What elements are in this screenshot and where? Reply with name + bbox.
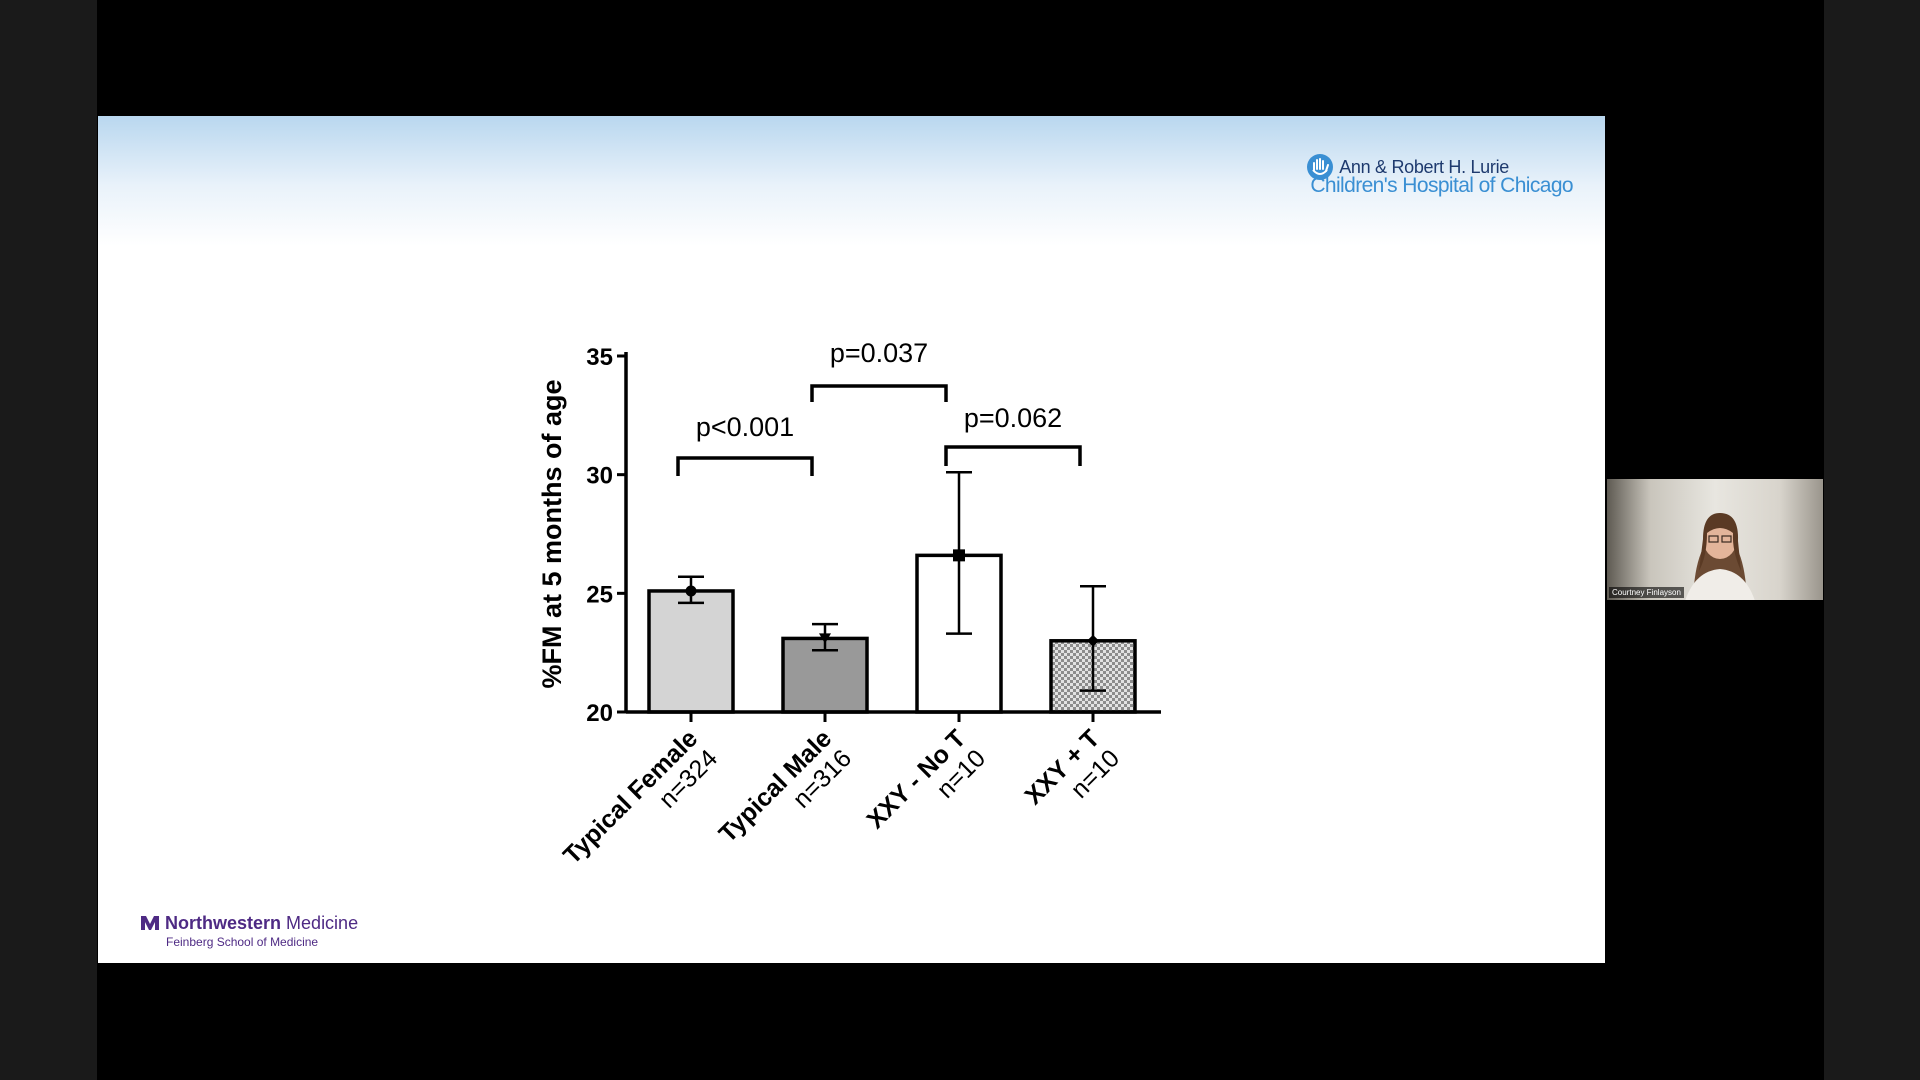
participant-video <box>1685 513 1755 600</box>
y-tick-label: 20 <box>586 700 613 727</box>
participant-name-label: Courtney Finlayson <box>1609 587 1684 598</box>
y-tick-label: 30 <box>586 463 613 490</box>
significance-bracket-0 <box>676 456 814 476</box>
left-border <box>0 0 97 1080</box>
significance-bracket-2 <box>944 445 1082 466</box>
p-value-label-1: p=0.037 <box>830 338 928 368</box>
lurie-childrens-logo: Ann & Robert H. Lurie Children's Hospita… <box>1273 142 1574 206</box>
category-label-3: XXY + Tn=10 <box>1019 724 1125 810</box>
bar-0 <box>647 589 735 714</box>
category-label-2: XXY - No Tn=10 <box>861 724 991 834</box>
nm-subline: Feinberg School of Medicine <box>166 935 319 949</box>
bar-chart: 20 25 30 35 %FM at 5 months of age Typical Fe… <box>537 338 1161 870</box>
right-border <box>1824 0 1920 1080</box>
mean-marker-0 <box>685 585 697 597</box>
northwestern-medicine-logo: Northwestern Medicine Feinberg School of… <box>140 913 400 953</box>
mean-marker-3 <box>1087 634 1099 647</box>
nm-brand-light: Medicine <box>286 913 359 933</box>
nm-brand-bold: Northwestern <box>165 913 282 933</box>
significance-bracket-1 <box>810 384 948 402</box>
y-tick-label: 35 <box>586 344 613 371</box>
lurie-logo-line1: Ann & Robert H. Lurie <box>1339 156 1509 177</box>
p-value-label-2: p=0.062 <box>964 403 1062 433</box>
nm-monogram-icon <box>141 916 159 930</box>
p-value-label-0: p<0.001 <box>696 412 794 442</box>
y-tick-label: 25 <box>586 581 613 608</box>
mean-marker-1 <box>819 633 831 644</box>
webcam-thumbnail[interactable]: Courtney Finlayson <box>1607 479 1823 600</box>
mean-marker-2 <box>953 549 965 562</box>
y-axis-label: %FM at 5 months of age <box>537 379 567 688</box>
hand-icon <box>1307 154 1334 180</box>
lurie-logo-line2: Children's Hospital of Chicago <box>1310 174 1573 197</box>
presentation-slide: Ann & Robert H. Lurie Children's Hospita… <box>98 116 1605 963</box>
